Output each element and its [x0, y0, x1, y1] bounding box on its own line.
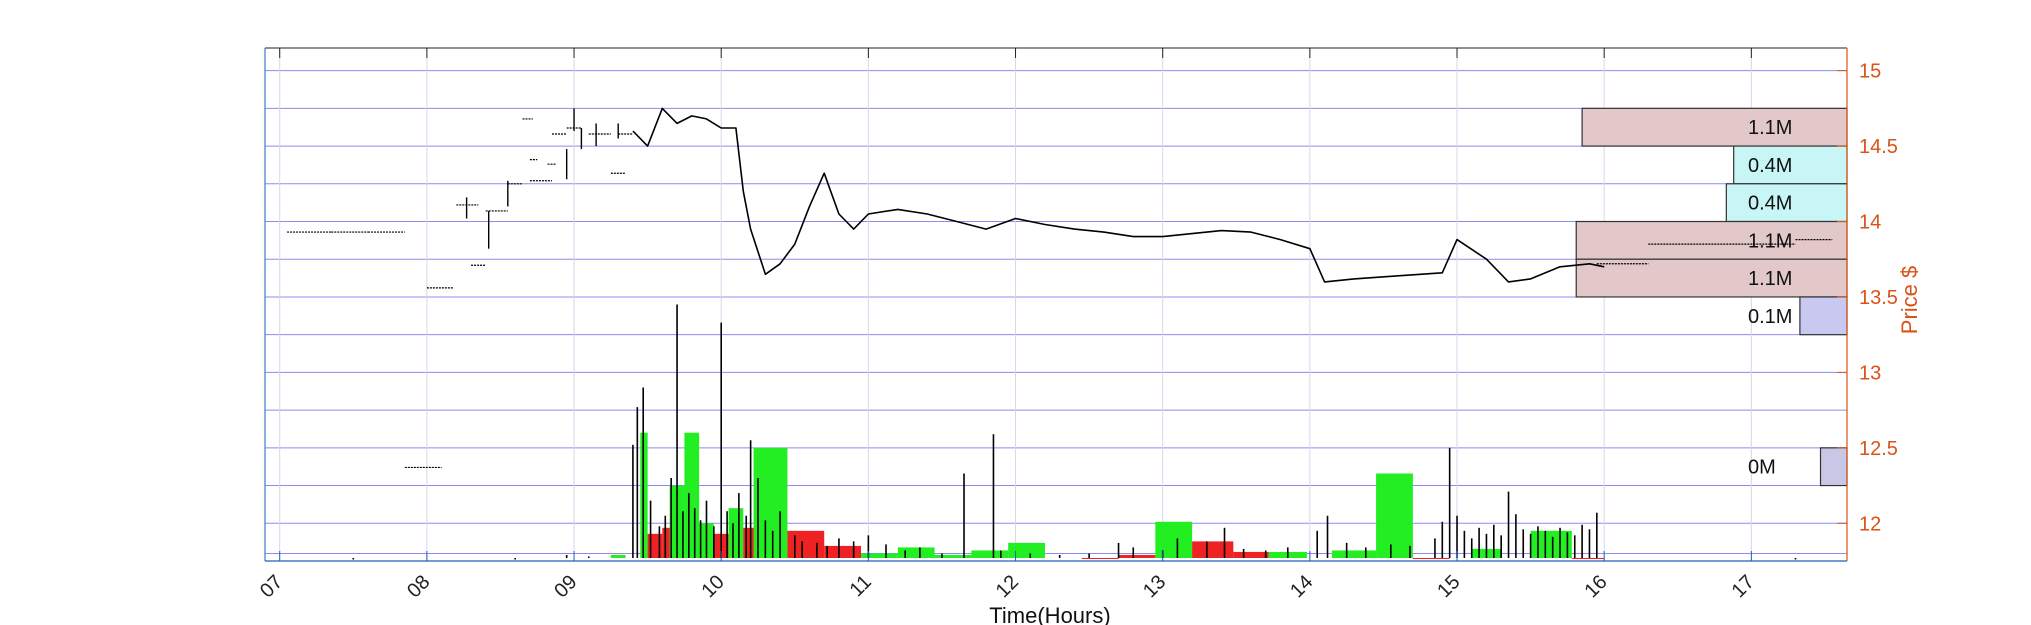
- x-tick-label: 08: [403, 571, 434, 602]
- volume-profile-label: 0M: [1748, 457, 1776, 479]
- x-axis-title: Time(Hours): [989, 603, 1110, 625]
- volume-profile-label: 0.4M: [1748, 155, 1792, 177]
- volume-profile-bar: [1575, 220, 1848, 260]
- volume-bar: [897, 547, 935, 558]
- x-tick-label: 07: [256, 571, 287, 602]
- y-axis-title: Price $: [1897, 266, 1922, 334]
- price-line: [632, 107, 1605, 283]
- x-tick-label: 14: [1286, 571, 1317, 602]
- volume-bar: [861, 553, 898, 558]
- price-layer: [287, 107, 1833, 469]
- volume-profile-bar: [1799, 296, 1848, 336]
- volume-profile-label: 1.1M: [1748, 117, 1792, 139]
- y-tick-label: 12.5: [1859, 438, 1898, 460]
- volume-profile-label: 0.4M: [1748, 193, 1792, 215]
- volume-bar: [1530, 530, 1572, 558]
- y-tick-label: 14: [1859, 212, 1881, 234]
- volume-profile-bar: [1733, 145, 1848, 185]
- volume-bar: [1192, 541, 1234, 558]
- x-tick-label: 13: [1139, 571, 1170, 602]
- x-tick-label: 16: [1580, 571, 1611, 602]
- x-tick-label: 17: [1728, 571, 1759, 602]
- volume-bar: [1571, 557, 1605, 559]
- x-tick-label: 15: [1433, 571, 1464, 602]
- volume-profile-label: 0.1M: [1748, 306, 1792, 328]
- volume-profile-bar: [1819, 447, 1848, 487]
- volume-bar: [934, 554, 972, 558]
- volume-profile-bar: [1575, 258, 1848, 298]
- x-tick-label: 09: [550, 571, 581, 602]
- x-tick-label: 10: [697, 571, 728, 602]
- volume-profile-label: 1.1M: [1748, 230, 1792, 252]
- y-tick-label: 12: [1859, 513, 1881, 535]
- volume-bar: [1233, 551, 1269, 558]
- volume-bar: [728, 508, 744, 558]
- x-tick-label: 12: [992, 571, 1023, 602]
- volume-layer: [352, 304, 1797, 560]
- x-tick-label: 11: [846, 571, 876, 601]
- volume-profile-label: 1.1M: [1748, 268, 1792, 290]
- volume-bar: [787, 530, 825, 558]
- volume-bar: [1081, 557, 1119, 559]
- volume-bar: [1118, 554, 1156, 558]
- volume-bar: [971, 550, 1009, 558]
- y-tick-label: 13.5: [1859, 287, 1898, 309]
- volume-profile-layer: 1.1M 0.4M 0.4M 1.1M 1.1M 0.1M 0M: [1575, 107, 1848, 487]
- volume-profile-bar: [1581, 107, 1848, 147]
- y-tick-label: 13: [1859, 362, 1881, 384]
- volume-bar: [1376, 473, 1413, 558]
- volume-bar: [684, 432, 700, 558]
- volume-bar: [1155, 521, 1193, 558]
- volume-bar: [1331, 550, 1377, 558]
- volume-bar: [610, 554, 626, 558]
- y-tick-label: 15: [1859, 61, 1881, 83]
- volume-bar: [824, 545, 862, 558]
- volume-bar: [1008, 542, 1045, 558]
- volume-bar: [753, 447, 788, 558]
- y-tick-label: 14.5: [1859, 136, 1898, 158]
- volume-bar: [1412, 557, 1450, 559]
